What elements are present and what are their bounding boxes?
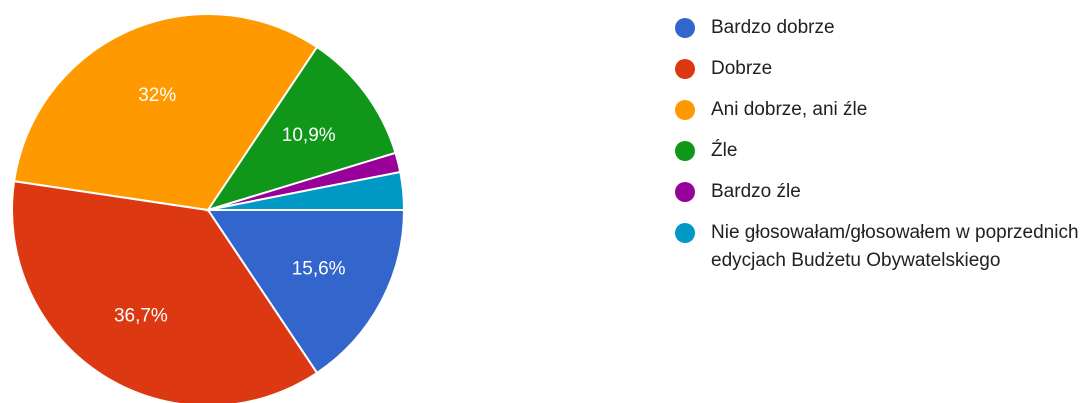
data-label-zle: 10,9% (282, 125, 336, 146)
pie-slice-nie-glosowalam-glosowalem-w-poprzednich-[interactable] (207, 170, 406, 211)
data-label-dobrze: 36,7% (114, 305, 168, 326)
legend-swatch-icon (675, 141, 695, 161)
legend-item-nie-glosowalam-glosowalem-w-poprzednich-[interactable]: Nie głosowałam/głosowałem w poprzednich … (675, 219, 1080, 275)
legend-item-dobrze[interactable]: Dobrze (675, 55, 1080, 83)
legend-swatch-icon (675, 59, 695, 79)
pie-slice-bardzo-dobrze[interactable] (206, 209, 406, 375)
legend-item-zle[interactable]: Źle (675, 137, 1080, 165)
data-label-ani-dobrze-ani-zle: 32% (138, 85, 176, 106)
legend-label: Nie głosowałam/głosowałem w poprzednich … (711, 222, 1079, 271)
legend-swatch-icon (675, 223, 695, 243)
legend-item-bardzo-dobrze[interactable]: Bardzo dobrze (675, 14, 1080, 42)
legend-label: Bardzo dobrze (711, 17, 835, 38)
legend-label: Bardzo źle (711, 181, 801, 202)
legend-label: Źle (711, 140, 738, 161)
legend-swatch-icon (675, 100, 695, 120)
pie-slice-zle[interactable] (205, 45, 397, 212)
legend-item-ani-dobrze-ani-zle[interactable]: Ani dobrze, ani źle (675, 96, 1080, 124)
legend-swatch-icon (675, 18, 695, 38)
legend-label: Ani dobrze, ani źle (711, 99, 868, 120)
pie-slice-dobrze[interactable] (11, 179, 319, 403)
legend-item-bardzo-zle[interactable]: Bardzo źle (675, 178, 1080, 206)
legend-swatch-icon (675, 182, 695, 202)
legend-label: Dobrze (711, 58, 773, 79)
pie-chart-plot: 15,6% 36,7% 32% 10,9% (11, 13, 406, 403)
data-label-bardzo-dobrze: 15,6% (292, 259, 346, 280)
legend: Bardzo dobrze Dobrze Ani dobrze, ani źle Źl… (675, 14, 1080, 288)
pie-slice-ani-dobrze-ani-zle[interactable] (12, 13, 319, 212)
